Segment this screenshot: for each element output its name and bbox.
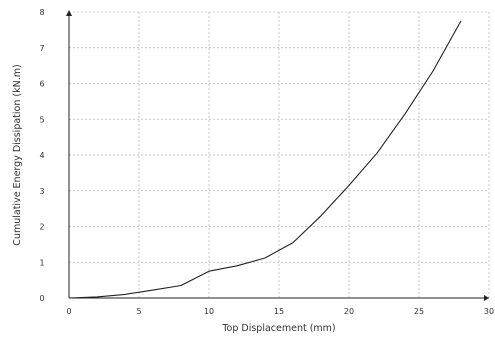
y-tick-label: 2	[39, 223, 44, 232]
x-tick-label: 30	[484, 307, 494, 316]
y-axis-label: Cumulative Energy Dissipation (kN.m)	[12, 64, 23, 245]
x-tick-label: 0	[66, 307, 71, 316]
y-tick-label: 7	[39, 44, 44, 53]
y-axis-arrow	[66, 10, 72, 16]
tick-labels: 0 5 10 15 20 25 30 0 1 2 3 4 5 6 7 8	[39, 8, 494, 316]
y-tick-label: 1	[39, 258, 44, 267]
x-axis-label: Top Displacement (mm)	[221, 323, 335, 334]
y-tick-label: 4	[39, 151, 44, 160]
y-tick-label: 3	[39, 187, 44, 196]
x-tick-label: 25	[414, 307, 424, 316]
x-axis-arrow	[484, 295, 489, 301]
axes	[66, 10, 489, 301]
x-tick-label: 10	[204, 307, 214, 316]
y-tick-label: 0	[39, 294, 44, 303]
y-tick-label: 8	[39, 8, 44, 17]
y-tick-label: 5	[39, 115, 44, 124]
series-line	[68, 20, 462, 299]
x-tick-label: 5	[136, 307, 141, 316]
x-tick-label: 20	[344, 307, 354, 316]
series	[68, 20, 462, 299]
grid	[69, 11, 490, 298]
y-tick-label: 6	[39, 80, 44, 89]
x-tick-label: 15	[274, 307, 284, 316]
